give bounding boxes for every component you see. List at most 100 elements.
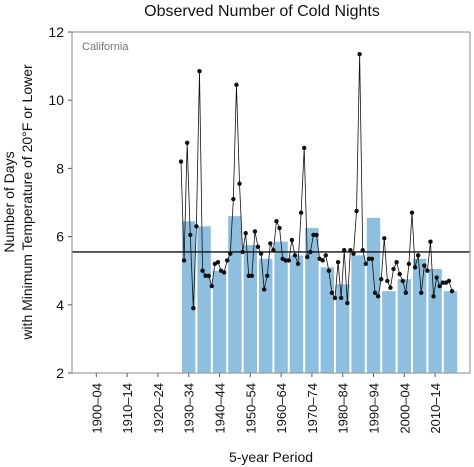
point xyxy=(302,145,307,151)
point xyxy=(446,278,452,284)
point xyxy=(255,244,261,250)
y-tick-label: 4 xyxy=(56,297,64,313)
point xyxy=(181,258,187,263)
point xyxy=(338,295,344,301)
point xyxy=(311,232,316,238)
point xyxy=(298,210,304,215)
point xyxy=(397,271,402,277)
point xyxy=(434,275,439,280)
bar xyxy=(259,258,273,373)
bar xyxy=(382,291,396,373)
point xyxy=(231,196,236,202)
y-tick-label: 2 xyxy=(56,365,64,381)
chart-title: Observed Number of Cold Nights xyxy=(144,3,380,20)
point xyxy=(188,232,193,238)
point xyxy=(261,287,267,292)
y-tick-label: 8 xyxy=(56,160,64,176)
y-axis-label: Number of Days xyxy=(1,151,17,252)
point xyxy=(329,290,335,296)
point xyxy=(431,294,436,299)
x-tick-label: 2010–14 xyxy=(428,383,443,434)
point xyxy=(268,241,273,246)
x-tick-label: 1960–64 xyxy=(274,383,289,434)
x-tick-label: 1990–94 xyxy=(367,383,382,434)
point xyxy=(382,236,387,241)
point xyxy=(243,230,248,236)
bar xyxy=(305,228,319,373)
plot-frame xyxy=(71,31,471,374)
point xyxy=(200,268,205,273)
point xyxy=(409,210,415,215)
point xyxy=(345,300,350,306)
point xyxy=(209,283,214,289)
x-tick-label: 1910–14 xyxy=(120,383,135,434)
x-tick-label: 1940–44 xyxy=(213,383,228,434)
point xyxy=(332,295,338,301)
point xyxy=(449,288,455,294)
point xyxy=(379,277,384,282)
point xyxy=(335,259,341,265)
x-tick-label: 1950–54 xyxy=(243,383,258,434)
point xyxy=(289,237,295,243)
bar xyxy=(274,241,288,373)
y-axis-label: with Minimum Temperature of 20°F or Lowe… xyxy=(19,64,35,341)
annotation: California xyxy=(82,41,129,53)
point xyxy=(428,239,433,244)
y-tick-label: 12 xyxy=(48,24,64,40)
x-tick-label: 1980–84 xyxy=(336,383,351,434)
point xyxy=(295,261,301,267)
bar xyxy=(443,291,458,373)
point xyxy=(422,263,427,268)
bar xyxy=(320,267,334,373)
x-tick-label: 1900–04 xyxy=(89,383,104,434)
point xyxy=(425,268,430,273)
point xyxy=(252,229,258,234)
point xyxy=(314,232,319,238)
point xyxy=(246,273,251,279)
point xyxy=(357,51,362,57)
bar xyxy=(366,217,381,373)
bar xyxy=(243,245,257,373)
point xyxy=(274,219,279,224)
point xyxy=(415,253,421,258)
bar xyxy=(197,226,211,373)
point xyxy=(419,290,424,296)
point xyxy=(437,283,442,289)
point xyxy=(206,273,211,279)
point xyxy=(203,273,208,279)
bar xyxy=(212,270,227,373)
point xyxy=(221,270,227,275)
bar xyxy=(428,268,442,373)
point xyxy=(215,259,221,265)
y-tick-label: 10 xyxy=(48,92,64,108)
bar xyxy=(289,255,304,373)
point xyxy=(286,258,291,263)
point xyxy=(184,140,190,146)
point xyxy=(363,261,368,267)
point xyxy=(412,265,418,270)
bar xyxy=(228,216,242,373)
point xyxy=(178,159,184,164)
point xyxy=(372,290,378,296)
point xyxy=(225,258,230,263)
point xyxy=(391,266,396,272)
point xyxy=(323,253,328,258)
point xyxy=(375,294,381,299)
x-tick-label: 2000–04 xyxy=(397,383,412,434)
point xyxy=(265,273,270,279)
point xyxy=(366,256,372,261)
point xyxy=(354,208,359,214)
point xyxy=(385,278,390,284)
point xyxy=(191,306,196,311)
point xyxy=(403,290,409,296)
bar xyxy=(397,279,411,373)
point xyxy=(277,225,282,231)
point xyxy=(320,258,325,263)
point xyxy=(234,82,239,88)
point xyxy=(305,254,310,260)
x-axis-label: 5-year Period xyxy=(229,449,313,465)
point xyxy=(283,258,288,263)
x-tick-label: 1930–34 xyxy=(182,383,197,434)
point xyxy=(197,69,202,74)
